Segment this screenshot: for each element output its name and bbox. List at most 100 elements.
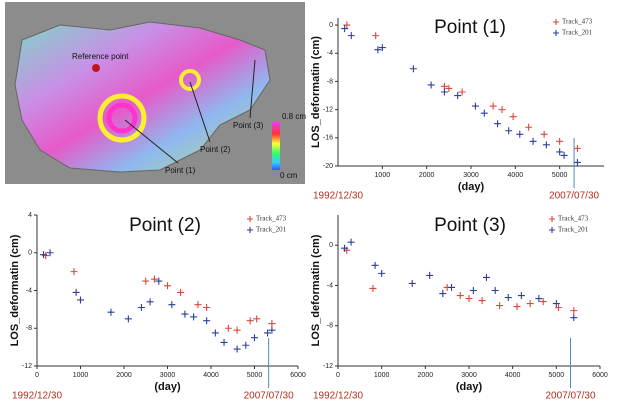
marker (491, 287, 499, 294)
marker (371, 261, 379, 269)
y-tick-label: 4 (28, 212, 32, 219)
marker (516, 130, 524, 138)
x-tick-label: 3000 (463, 172, 479, 179)
marker (246, 317, 254, 325)
y-tick-label: -12 (323, 106, 333, 113)
legend-symbol (247, 227, 253, 233)
x-tick-label: 2000 (116, 372, 132, 379)
marker (137, 303, 145, 311)
marker (253, 315, 261, 323)
y-axis-label: LOS_deformatin (cm) (310, 234, 322, 346)
x-tick-label: 1000 (374, 372, 390, 379)
marker (505, 127, 513, 135)
x-tick-label: 5000 (552, 172, 568, 179)
marker (440, 88, 448, 96)
marker (369, 284, 377, 292)
marker (552, 300, 560, 308)
marker (142, 277, 150, 285)
marker (525, 123, 533, 131)
chart-title: Point (3) (434, 215, 506, 236)
y-tick-label: -4 (26, 287, 32, 294)
marker (471, 102, 479, 110)
legend-symbol (553, 30, 559, 36)
date-annotation: 1992/12/30 (12, 391, 62, 402)
marker (542, 141, 550, 149)
arrow (124, 119, 179, 164)
legend-label: Track_473 (256, 215, 287, 223)
marker (190, 313, 198, 321)
legend-label: Track_473 (558, 215, 589, 223)
x-tick-label: 5000 (247, 372, 263, 379)
colorbar (272, 122, 280, 170)
point-label: Point (3) (233, 121, 264, 130)
date-annotation: 2007/07/30 (244, 391, 294, 402)
marker (70, 268, 78, 276)
marker (570, 314, 578, 322)
marker (155, 277, 163, 285)
marker (146, 298, 154, 306)
x-tick-label: 3000 (160, 372, 176, 379)
y-tick-label: -20 (323, 163, 333, 170)
y-tick-label: 0 (329, 22, 333, 29)
marker (513, 303, 521, 311)
marker (556, 137, 564, 145)
marker (150, 275, 158, 283)
date-annotation: 1992/12/30 (313, 391, 363, 402)
marker (408, 279, 416, 287)
marker (211, 329, 219, 337)
marker (439, 290, 447, 298)
marker (445, 84, 453, 92)
marker (539, 298, 547, 306)
marker (347, 238, 355, 246)
date-annotation: 2007/07/30 (549, 191, 599, 202)
chart-title: Point (2) (129, 215, 201, 236)
marker (168, 301, 176, 309)
legend-symbol (549, 227, 555, 233)
marker (203, 317, 211, 325)
marker (448, 283, 456, 291)
marker (517, 292, 525, 300)
x-tick-label: 4000 (505, 372, 521, 379)
x-tick-label: 5000 (549, 372, 565, 379)
marker (535, 295, 543, 303)
y-tick-label: 0 (28, 250, 32, 257)
island (14, 21, 271, 173)
marker (72, 288, 80, 296)
y-tick-label: 0 (329, 242, 333, 249)
y-tick-label: -4 (327, 282, 333, 289)
marker (504, 294, 512, 302)
chart: 40-4-8-120 1000 2000 3000 4000 5000 6000Point … (9, 212, 306, 402)
colorbar-min: 0 cm (280, 171, 298, 180)
date-annotation: 1992/12/30 (313, 191, 363, 202)
reference-label: Reference point (72, 52, 129, 61)
chart: 0 -4 -8 -12 -16 -20 1000 2000 3000 4000 5000 Point … (310, 17, 604, 202)
marker (341, 244, 349, 252)
marker (454, 92, 462, 100)
marker (374, 46, 382, 54)
arrow (189, 81, 211, 143)
marker (498, 106, 506, 114)
marker (264, 329, 272, 337)
x-tick-label: 1000 (73, 372, 89, 379)
marker (555, 304, 563, 312)
marker (203, 303, 211, 311)
legend-label: Track_201 (558, 226, 589, 234)
y-tick-label: -8 (26, 325, 32, 332)
marker (181, 310, 189, 318)
map-panel: Reference point Point (1) Point (2) Poin… (5, 2, 306, 184)
legend-symbol (553, 19, 559, 25)
marker (456, 292, 464, 300)
marker (233, 326, 241, 334)
arrow (249, 59, 256, 119)
marker (343, 21, 351, 29)
marker (478, 297, 486, 305)
marker (482, 273, 490, 281)
marker (560, 151, 568, 159)
marker (409, 65, 417, 73)
marker (220, 338, 228, 346)
colorbar-max: 0.8 cm (282, 112, 306, 121)
marker (268, 326, 276, 334)
chart-title: Point (1) (434, 17, 506, 38)
y-tick-label: -12 (323, 363, 333, 370)
marker (40, 251, 48, 259)
